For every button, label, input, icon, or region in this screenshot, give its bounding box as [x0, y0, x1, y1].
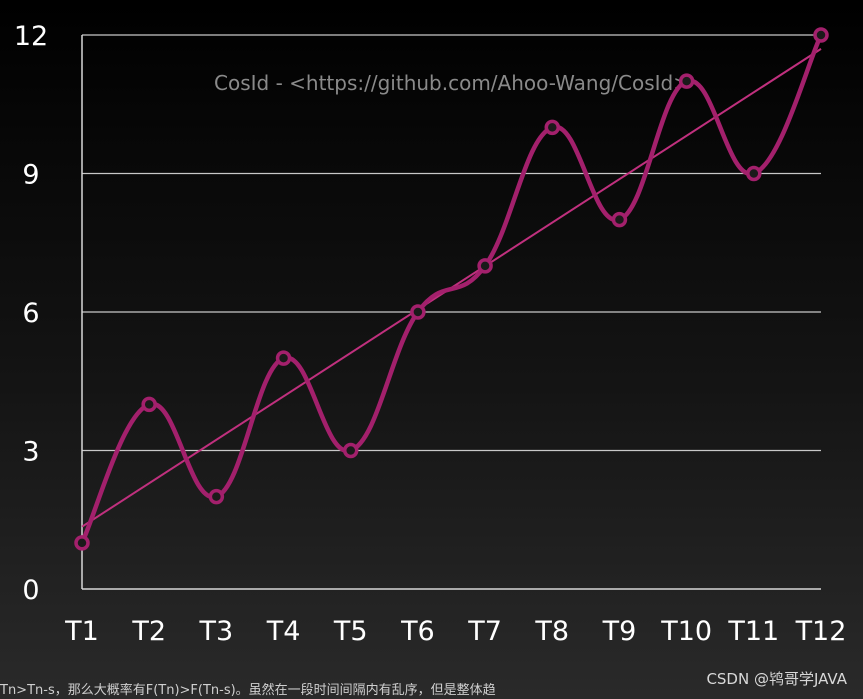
y-tick-label: 3	[22, 437, 39, 468]
x-tick-label: T10	[660, 616, 712, 647]
x-tick-label: T8	[534, 616, 569, 647]
x-tick-label: T4	[266, 616, 301, 647]
x-tick-label: T9	[602, 616, 637, 647]
y-tick-label: 12	[14, 21, 48, 52]
data-point	[477, 258, 493, 274]
data-point	[544, 119, 561, 136]
x-tick-label: T1	[64, 616, 99, 647]
x-tick-label: T12	[795, 616, 847, 647]
caption-text: Tn>Tn-s，那么大概率有F(Tn)>F(Tn-s)。虽然在一段时间间隔内有乱…	[0, 683, 496, 698]
data-point	[611, 211, 628, 228]
credit-watermark: CSDN @鸨哥学JAVA	[706, 670, 847, 688]
watermark-annotation: CosId - <https://github.com/Ahoo-Wang/Co…	[214, 71, 690, 95]
data-point	[678, 73, 695, 89]
x-tick-label: T11	[727, 616, 779, 647]
x-tick-label: T3	[199, 616, 234, 647]
data-points	[74, 27, 829, 551]
data-point	[275, 350, 292, 366]
data-point	[74, 535, 90, 551]
data-point	[141, 396, 157, 413]
series	[79, 34, 824, 544]
gridlines	[82, 34, 821, 452]
data-point	[342, 442, 359, 459]
x-tick-label: T5	[333, 616, 368, 647]
x-tick-label: T7	[467, 616, 502, 647]
y-axis: 0 3 6 9 12	[14, 21, 83, 606]
y-tick-label: 9	[22, 160, 39, 191]
data-point	[208, 488, 225, 505]
data-point	[746, 165, 762, 182]
series-line	[79, 34, 824, 544]
x-tick-label: T6	[400, 616, 435, 647]
data-point	[410, 304, 426, 320]
y-tick-label: 6	[22, 298, 39, 329]
x-axis: T1 T2 T3 T4 T5 T6 T7 T8 T9 T10 T11 T12	[64, 588, 847, 647]
x-tick-label: T2	[131, 616, 166, 647]
data-point	[813, 27, 829, 43]
y-tick-label: 0	[22, 575, 39, 606]
